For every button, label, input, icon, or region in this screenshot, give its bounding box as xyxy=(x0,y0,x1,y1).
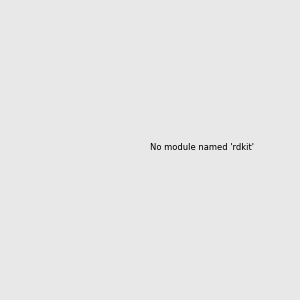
Text: No module named 'rdkit': No module named 'rdkit' xyxy=(150,143,254,152)
